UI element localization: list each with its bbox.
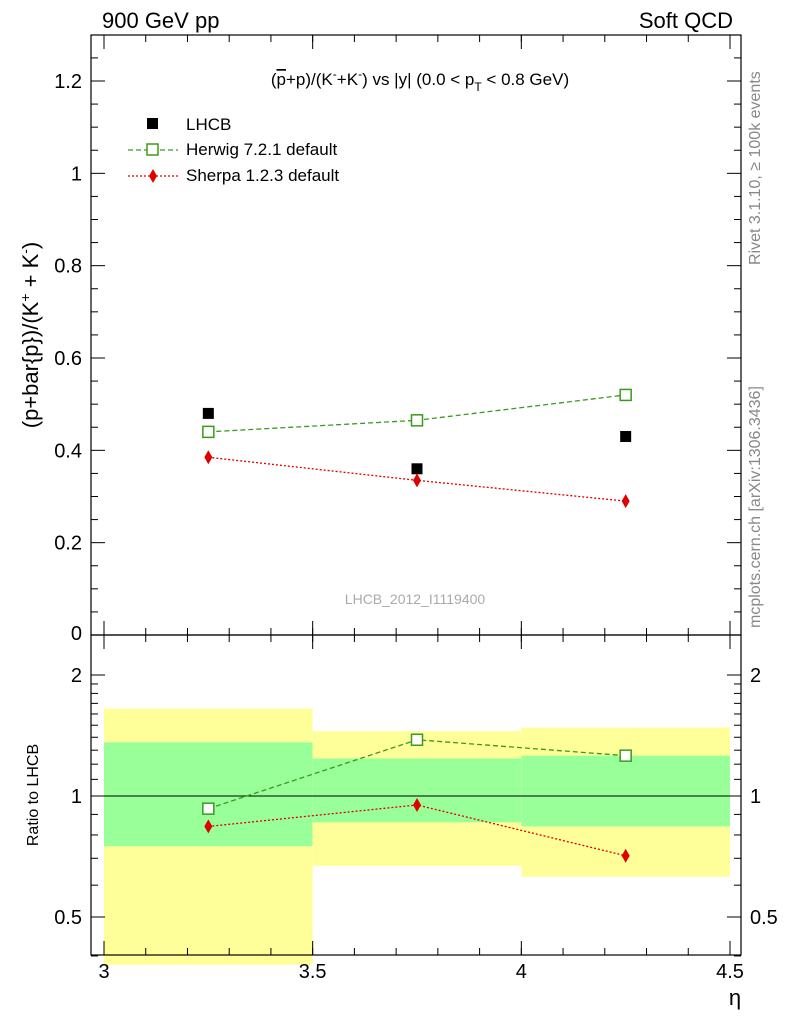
x-tick-label: 4 [516, 961, 527, 983]
ratio-plot-marks [202, 733, 632, 863]
y-tick-label-zero: 0 [71, 623, 82, 645]
ratio-y-tick-label: 0.5 [54, 907, 82, 929]
main-sherpa-point [413, 473, 421, 488]
main-lhcb-point [411, 463, 423, 475]
x-axis-label: η [729, 985, 741, 1010]
main-lhcb-point [202, 407, 214, 419]
header-right: Soft QCD [639, 8, 733, 33]
y-tick-label: 0.6 [54, 348, 82, 370]
ratio-plot-frame [90, 634, 742, 956]
x-tick-label: 3 [98, 961, 109, 983]
x-tick-label: 4.5 [716, 961, 744, 983]
ratio-y-tick-label: 2 [71, 665, 82, 687]
ratio-sherpa-point [413, 797, 421, 812]
ratio-band-inner [521, 755, 730, 827]
y-tick-label: 0.4 [54, 440, 82, 462]
ratio-bands [104, 708, 730, 965]
source-label: mcplots.cern.ch [arXiv:1306.3436] [747, 386, 764, 628]
y-tick-label: 0.8 [54, 256, 82, 278]
legend-lhcb-marker [147, 118, 158, 129]
y-tick-label: 1 [71, 163, 82, 185]
ratio-herwig-point [410, 733, 424, 747]
legend-lhcb-label: LHCB [186, 115, 231, 134]
main-sherpa-point [621, 494, 630, 509]
ratio-y-tick-label-right: 2 [750, 665, 761, 687]
plot-title: (p+p)/(K-+K-) vs |y| (0.0 < pT < 0.8 GeV… [271, 67, 569, 94]
ratio-y-tick-label-right: 0.5 [750, 907, 778, 929]
ratio-y-axis-label: Ratio to LHCB [25, 744, 42, 846]
main-herwig-point [619, 388, 632, 402]
ratio-sherpa-point [204, 819, 213, 834]
ratio-sherpa-point [621, 848, 630, 863]
x-tick-label: 3.5 [299, 961, 327, 983]
legend: LHCB Herwig 7.2.1 default Sherpa 1.2.3 d… [128, 115, 339, 185]
main-sherpa-point [204, 450, 213, 465]
legend-herwig-marker [146, 143, 159, 156]
y-tick-label: 0.2 [54, 533, 82, 555]
y-tick-label: 1.2 [54, 71, 82, 93]
ratio-herwig-point [619, 749, 632, 762]
legend-sherpa-label: Sherpa 1.2.3 default [186, 166, 339, 185]
main-lhcb-point [620, 430, 632, 442]
axes: 3 3.5 4 4.5 0.2 0.4 0.6 0.8 1 1.2 0 0.5 0.5 1 1 2 2 [54, 35, 778, 983]
main-herwig-point [202, 425, 215, 439]
legend-sherpa-marker [149, 169, 157, 183]
main-y-axis-label: (p+bar{p})/(K+ + K-) [17, 242, 43, 429]
analysis-watermark: LHCB_2012_I1119400 [345, 591, 486, 607]
main-plot-marks [202, 388, 632, 509]
ratio-y-tick-label-right: 1 [750, 786, 761, 808]
header-left: 900 GeV pp [102, 8, 219, 33]
legend-herwig-label: Herwig 7.2.1 default [186, 140, 337, 159]
main-herwig-point [410, 414, 424, 427]
rivet-label: Rivet 3.1.10, ≥ 100k events [747, 71, 764, 265]
ratio-herwig-point [202, 802, 215, 815]
ratio-y-tick-label: 1 [71, 786, 82, 808]
